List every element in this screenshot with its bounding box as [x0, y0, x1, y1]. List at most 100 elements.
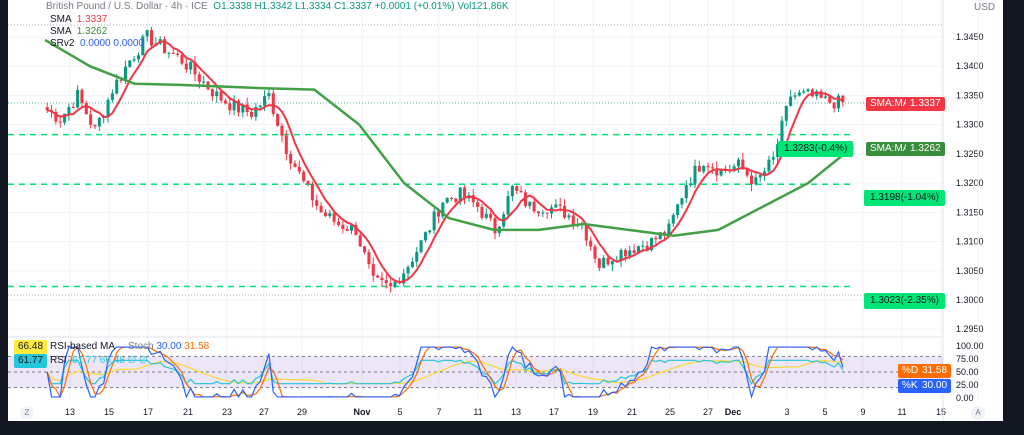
candle-body — [667, 223, 671, 236]
candle-body — [128, 60, 132, 67]
candle-body — [689, 183, 693, 186]
candle-body — [776, 144, 780, 158]
candle-body — [302, 171, 306, 181]
candle-body — [706, 166, 710, 168]
candle-body — [389, 283, 393, 287]
legend-sma-slow[interactable]: SMA 1.3262 — [50, 26, 107, 38]
rsi-value: 61.77 — [14, 354, 48, 368]
candle-body — [150, 30, 154, 46]
candle-body — [228, 103, 232, 111]
volume-value: Vol121.86K — [457, 1, 509, 12]
candle-body — [176, 53, 180, 55]
candle-body — [123, 66, 127, 80]
candle-body — [819, 91, 823, 98]
x-tick-label: 17 — [549, 407, 559, 417]
currency-label[interactable]: USD — [974, 2, 996, 13]
y-tick-label: 1.3400 — [956, 61, 984, 71]
candle-body — [376, 275, 380, 278]
rsi-tick-label: 50.00 — [956, 367, 979, 377]
candle-body — [471, 195, 475, 203]
candle-body — [476, 202, 480, 207]
candle-body — [132, 59, 136, 61]
candle-body — [741, 159, 745, 170]
x-tick-label: 29 — [297, 407, 307, 417]
x-tick-label: Nov — [353, 407, 370, 417]
legend-label: SRv2 — [50, 38, 75, 49]
candle-body — [828, 96, 832, 103]
legend-sma-fast[interactable]: SMA 1.3337 — [50, 14, 107, 26]
rsi-tick-label: 75.00 — [956, 354, 979, 364]
candle-body — [806, 89, 810, 92]
candle-body — [71, 107, 75, 109]
candle-body — [593, 246, 597, 259]
candle-body — [202, 81, 206, 83]
stoch-d-label: %D — [898, 364, 923, 378]
candle-body — [684, 185, 688, 199]
x-tick-label: 7 — [436, 407, 441, 417]
candle-body — [415, 251, 419, 262]
candle-body — [606, 257, 610, 265]
x-tick-label: 21 — [183, 407, 193, 417]
candle-body — [484, 213, 488, 218]
x-tick-label: 13 — [511, 407, 521, 417]
candle-body — [536, 211, 540, 214]
legend-label: SMA — [50, 26, 72, 37]
price-chart[interactable]: 1.3450 1.3400 1.3350 1.3300 1.3250 1.3200 1.31… — [8, 0, 1003, 421]
candle-body — [267, 93, 271, 97]
candle-body — [523, 192, 527, 207]
candle-body — [306, 180, 310, 184]
candle-body — [145, 30, 149, 37]
candle-body — [358, 235, 362, 247]
candle-body — [402, 273, 406, 284]
x-tick-label: 17 — [143, 407, 153, 417]
auto-scale-button[interactable]: A — [971, 406, 985, 420]
candle-body — [241, 104, 245, 113]
candle-body — [680, 198, 684, 205]
candle-body — [171, 52, 175, 54]
candle-body — [632, 250, 636, 254]
sma-slow-line — [44, 38, 854, 237]
stoch-k-line — [46, 346, 844, 400]
legend-label: SMA — [50, 14, 72, 25]
candle-body — [76, 89, 80, 108]
candle-body — [350, 224, 354, 231]
x-tick-label: 3 — [784, 407, 789, 417]
chart-frame[interactable]: 1.3450 1.3400 1.3350 1.3300 1.3250 1.3200 1.31… — [8, 0, 1003, 421]
x-tick-label: 21 — [627, 407, 637, 417]
candle-body — [528, 201, 532, 207]
candle-body — [619, 249, 623, 261]
candle-body — [532, 201, 536, 212]
candle-body — [250, 111, 254, 117]
candle-body — [332, 213, 336, 222]
legend-srv2[interactable]: SRv2 0.0000 0.0000 — [50, 38, 144, 50]
candle-body — [480, 206, 484, 218]
candle-body — [193, 62, 197, 75]
y-tick-label: 1.3200 — [956, 178, 984, 188]
candle-body — [676, 204, 680, 215]
x-tick-label: 5 — [822, 407, 827, 417]
legend-value: 1.3337 — [76, 14, 108, 25]
legend-value: 0.0000 0.0000 — [80, 38, 144, 49]
x-tick-label: 9 — [860, 407, 865, 417]
candle-body — [63, 113, 67, 123]
candle-body — [328, 213, 332, 217]
candle-body — [380, 277, 384, 281]
candle-body — [223, 100, 227, 104]
candle-body — [210, 89, 214, 97]
candle-body — [341, 224, 345, 229]
candle-body — [745, 169, 749, 176]
candle-body — [189, 62, 193, 70]
candle-body — [45, 107, 49, 111]
candle-body — [506, 196, 510, 215]
candle-body — [454, 198, 458, 203]
candle-body — [163, 39, 167, 54]
candle-body — [771, 157, 775, 160]
candle-body — [519, 190, 523, 193]
legend-value: 1.3262 — [76, 26, 108, 37]
timezone-button[interactable]: Z — [20, 406, 34, 420]
candle-body — [354, 224, 358, 236]
stoch-legend[interactable]: Stoch 30.00 31.58 — [128, 341, 210, 352]
candle-body — [180, 54, 184, 64]
candle-body — [515, 186, 519, 191]
sma-fast-line — [46, 40, 844, 284]
